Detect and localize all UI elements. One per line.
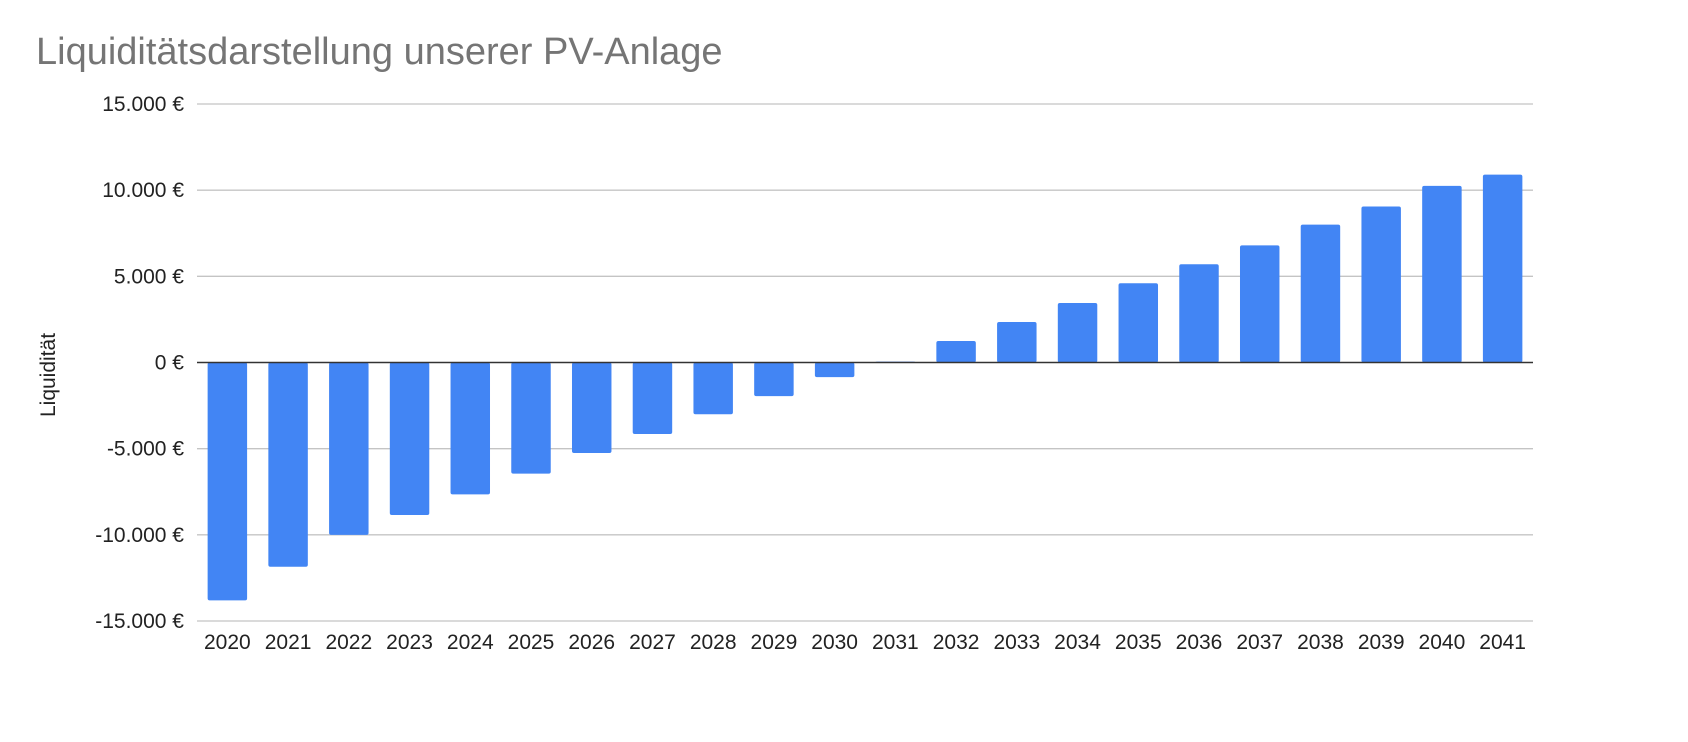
bar-2038 xyxy=(1300,224,1341,363)
bar-2021 xyxy=(268,362,308,567)
bar-2040 xyxy=(1422,185,1462,363)
y-tick-label: 0 € xyxy=(155,352,185,375)
y-tick-label: 5.000 € xyxy=(114,265,184,288)
y-tick-label: 15.000 € xyxy=(102,93,184,116)
x-tick-label: 2020 xyxy=(204,631,251,654)
x-tick-label: 2030 xyxy=(811,631,858,654)
bar-2036 xyxy=(1179,264,1219,363)
x-tick-label: 2032 xyxy=(933,631,980,654)
x-tick-label: 2040 xyxy=(1419,631,1466,654)
bar-2041 xyxy=(1482,174,1523,363)
x-tick-label: 2025 xyxy=(508,631,555,654)
bar-2030 xyxy=(814,362,855,378)
y-axis-title: Liquidität xyxy=(37,333,60,417)
y-tick-label: 10.000 € xyxy=(102,179,184,202)
x-tick-label: 2035 xyxy=(1115,631,1162,654)
bar-2025 xyxy=(511,362,551,474)
bar-2039 xyxy=(1361,206,1401,363)
x-tick-label: 2027 xyxy=(629,631,676,654)
bar-2022 xyxy=(329,362,369,535)
bar-2032 xyxy=(936,340,976,363)
x-tick-label: 2022 xyxy=(325,631,372,654)
bars xyxy=(207,174,1523,601)
bar-2024 xyxy=(450,362,491,495)
bar-2037 xyxy=(1239,245,1280,363)
x-tick-label: 2031 xyxy=(872,631,919,654)
bar-2023 xyxy=(389,362,430,516)
x-tick-label: 2026 xyxy=(568,631,615,654)
x-tick-label: 2038 xyxy=(1297,631,1344,654)
x-tick-label: 2033 xyxy=(993,631,1040,654)
x-tick-label: 2039 xyxy=(1358,631,1405,654)
x-tick-label: 2023 xyxy=(386,631,433,654)
bar-2033 xyxy=(997,322,1037,363)
x-tick-label: 2024 xyxy=(447,631,494,654)
x-tick-label: 2037 xyxy=(1236,631,1283,654)
y-tick-label: -5.000 € xyxy=(107,438,184,461)
x-tick-label: 2034 xyxy=(1054,631,1101,654)
x-tick-label: 2021 xyxy=(265,631,312,654)
x-tick-label: 2041 xyxy=(1479,631,1526,654)
chart-title: Liquiditätsdarstellung unserer PV-Anlage xyxy=(36,31,723,73)
y-tick-label: -15.000 € xyxy=(95,610,184,633)
bar-2035 xyxy=(1118,283,1159,363)
y-axis-ticks: 15.000 € 10.000 € 5.000 € 0 € -5.000 € -10.00… xyxy=(95,93,184,633)
bar-2034 xyxy=(1057,303,1098,363)
x-tick-label: 2028 xyxy=(690,631,737,654)
y-tick-label: -10.000 € xyxy=(95,524,184,547)
x-axis-ticks: 2020 2021 2022 2023 2024 2025 2026 2027 2028 2029… xyxy=(204,631,1526,654)
bar-2027 xyxy=(632,362,673,435)
bar-2020 xyxy=(207,362,248,601)
bar-2028 xyxy=(693,362,733,415)
bar-2026 xyxy=(571,362,612,453)
x-tick-label: 2029 xyxy=(751,631,798,654)
bar-2029 xyxy=(754,362,794,397)
x-tick-label: 2036 xyxy=(1176,631,1223,654)
